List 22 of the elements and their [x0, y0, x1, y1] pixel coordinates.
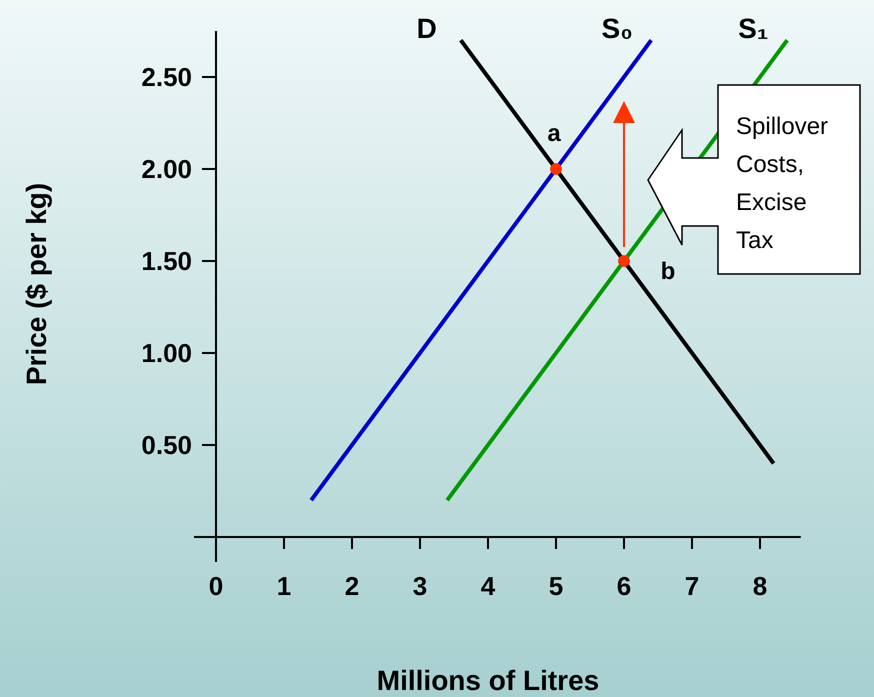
x-tick-label: 8	[752, 571, 768, 601]
y-axis-title: Price ($ per kg)	[21, 182, 52, 386]
annotation: a	[547, 120, 562, 147]
series-label: S₀	[602, 13, 633, 44]
x-tick-label: 7	[684, 571, 700, 601]
y-tick-label: 2.50	[141, 62, 192, 92]
series-label: D	[416, 13, 437, 44]
x-tick-label: 2	[344, 571, 360, 601]
x-tick-label: 4	[480, 571, 496, 601]
x-tick-label: 1	[276, 571, 292, 601]
x-tick-label: 5	[548, 571, 564, 601]
x-tick-label: 6	[616, 571, 632, 601]
y-tick-label: 2.00	[141, 154, 192, 184]
x-axis-title: Millions of Litres	[376, 665, 600, 696]
series-label: S₁	[738, 13, 768, 44]
y-tick-label: 1.50	[141, 246, 192, 276]
annotation: Spillover Costs, Excise Tax	[736, 113, 828, 254]
annotation: b	[660, 258, 676, 285]
x-tick-label: 3	[412, 571, 428, 601]
x-tick-label: 0	[208, 571, 224, 601]
y-tick-label: 1.00	[141, 338, 192, 368]
y-tick-label: 0.50	[141, 430, 192, 460]
